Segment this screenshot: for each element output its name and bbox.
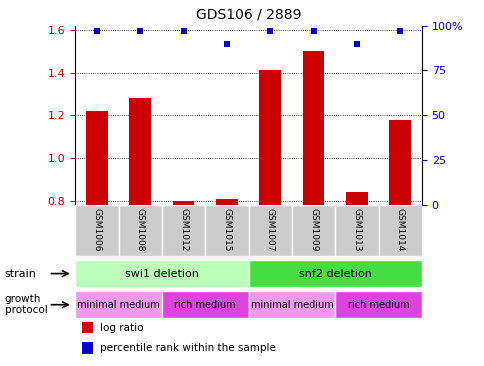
Text: GSM1006: GSM1006 bbox=[92, 208, 101, 251]
Bar bbox=[86, 111, 107, 205]
Bar bbox=[334, 205, 378, 256]
Bar bbox=[248, 260, 421, 287]
Text: log ratio: log ratio bbox=[100, 322, 144, 333]
Bar bbox=[215, 198, 237, 205]
Text: GSM1015: GSM1015 bbox=[222, 208, 231, 251]
Text: rich medium: rich medium bbox=[347, 300, 408, 310]
Text: minimal medium: minimal medium bbox=[250, 300, 333, 310]
Text: growth
protocol: growth protocol bbox=[5, 294, 47, 315]
Text: GSM1012: GSM1012 bbox=[179, 208, 188, 251]
Bar bbox=[248, 205, 291, 256]
Bar bbox=[75, 205, 118, 256]
Bar bbox=[162, 291, 248, 318]
Text: percentile rank within the sample: percentile rank within the sample bbox=[100, 343, 276, 353]
Text: GSM1014: GSM1014 bbox=[395, 208, 404, 251]
Bar bbox=[75, 260, 248, 287]
Text: rich medium: rich medium bbox=[174, 300, 236, 310]
Bar bbox=[389, 120, 410, 205]
Bar bbox=[205, 205, 248, 256]
Text: minimal medium: minimal medium bbox=[77, 300, 160, 310]
Text: GSM1008: GSM1008 bbox=[136, 208, 144, 251]
Text: snf2 deletion: snf2 deletion bbox=[298, 269, 371, 279]
Text: GSM1007: GSM1007 bbox=[265, 208, 274, 251]
Text: strain: strain bbox=[5, 269, 37, 279]
Title: GDS106 / 2889: GDS106 / 2889 bbox=[196, 8, 301, 22]
Bar bbox=[346, 192, 367, 205]
Bar bbox=[75, 291, 162, 318]
Bar bbox=[378, 205, 421, 256]
Bar bbox=[162, 205, 205, 256]
Bar bbox=[172, 201, 194, 205]
Text: GSM1013: GSM1013 bbox=[352, 208, 361, 251]
Bar bbox=[259, 71, 281, 205]
Bar bbox=[248, 291, 334, 318]
Bar bbox=[118, 205, 162, 256]
Text: swi1 deletion: swi1 deletion bbox=[125, 269, 198, 279]
Text: GSM1009: GSM1009 bbox=[308, 208, 318, 251]
Bar bbox=[129, 98, 151, 205]
Bar bbox=[302, 51, 324, 205]
Bar bbox=[291, 205, 334, 256]
Bar bbox=[334, 291, 421, 318]
